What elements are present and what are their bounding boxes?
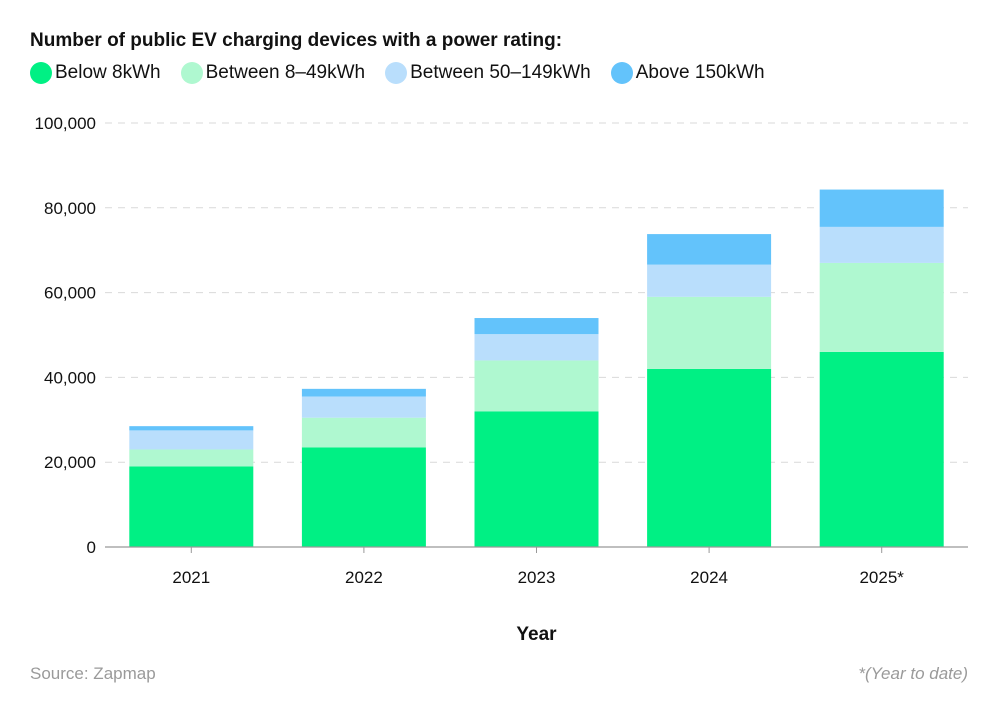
legend-label-50-149kwh: Between 50–149kWh <box>410 62 591 83</box>
bars <box>129 189 944 547</box>
legend-swatch-above-150kwh <box>610 62 633 84</box>
bar-segment-1 <box>474 411 599 547</box>
y-tick-label: 60,000 <box>44 284 96 303</box>
x-tick-label: 2021 <box>172 568 210 587</box>
y-tick-label: 80,000 <box>44 199 96 218</box>
legend-label-below-8kwh: Below 8kWh <box>55 62 161 83</box>
bar-segment-4 <box>129 426 254 431</box>
legend-item-below-8kwh: Below 8kWh <box>30 62 161 84</box>
y-tick-label: 0 <box>87 538 96 557</box>
bar-segment-3 <box>301 396 426 418</box>
bar-segment-2 <box>647 296 772 369</box>
chart-legend: Below 8kWh Between 8–49kWh Between 50–14… <box>30 62 785 84</box>
bar-segment-4 <box>647 234 772 265</box>
footnote: *(Year to date) <box>858 664 968 683</box>
source-note: Source: Zapmap <box>30 664 156 683</box>
bar-segment-1 <box>647 368 772 547</box>
y-tick-label: 100,000 <box>35 114 96 133</box>
bar-segment-3 <box>474 334 599 361</box>
bar-segment-1 <box>301 447 426 547</box>
chart-title: Number of public EV charging devices wit… <box>30 30 563 51</box>
legend-item-above-150kwh: Above 150kWh <box>610 62 765 84</box>
legend-swatch-below-8kwh <box>30 62 52 84</box>
bar-segment-4 <box>474 318 599 335</box>
x-tick-label: 2025* <box>859 568 904 587</box>
bar-segment-2 <box>474 360 599 412</box>
bar-segment-2 <box>129 449 254 467</box>
bar-segment-4 <box>301 388 426 397</box>
bar-segment-3 <box>647 264 772 297</box>
bar-segment-4 <box>819 189 944 227</box>
x-axis-title: Year <box>516 624 557 645</box>
legend-label-above-150kwh: Above 150kWh <box>635 62 765 83</box>
bar-segment-3 <box>129 430 254 450</box>
bar-segment-1 <box>129 466 254 547</box>
x-tick-label: 2022 <box>345 568 383 587</box>
y-axis-ticks: 0 20,000 40,000 60,000 80,000 100,000 <box>35 114 96 557</box>
legend-swatch-8-49kwh <box>180 62 203 84</box>
bar-segment-2 <box>819 262 944 352</box>
bar-segment-1 <box>819 351 944 547</box>
x-tick-label: 2024 <box>690 568 728 587</box>
y-tick-label: 40,000 <box>44 368 96 387</box>
legend-label-8-49kwh: Between 8–49kWh <box>205 62 366 83</box>
x-tick-label: 2023 <box>518 568 556 587</box>
legend-item-8-49kwh: Between 8–49kWh <box>180 62 366 84</box>
bar-segment-3 <box>819 226 944 263</box>
legend-item-50-149kwh: Between 50–149kWh <box>385 62 591 84</box>
x-axis-ticks: 2021 2022 2023 2024 2025* <box>172 547 904 587</box>
legend-swatch-50-149kwh <box>385 62 408 84</box>
y-tick-label: 20,000 <box>44 453 96 472</box>
bar-segment-2 <box>301 417 426 448</box>
